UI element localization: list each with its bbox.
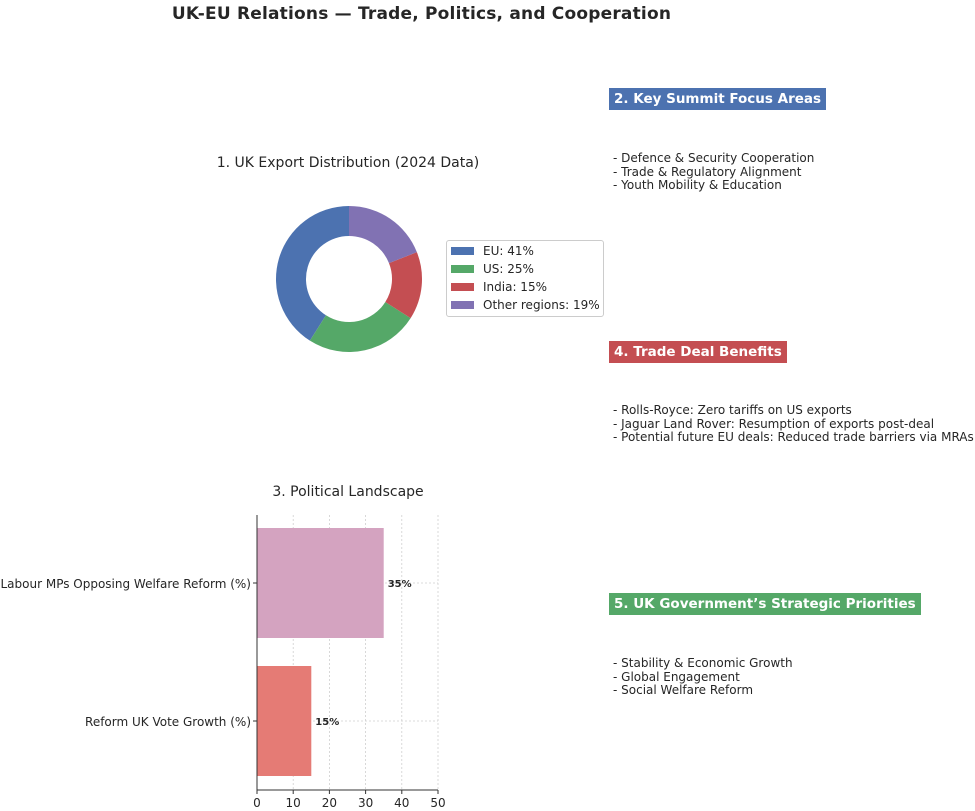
list-item: - Stability & Economic Growth: [613, 656, 793, 670]
list-item: - Jaguar Land Rover: Resumption of expor…: [613, 416, 935, 431]
summit-list: - Defence & Security Cooperation - Trade…: [613, 151, 815, 193]
donut-chart-title: 1. UK Export Distribution (2024 Data): [216, 155, 480, 171]
page-title: UK-EU Relations — Trade, Politics, and C…: [171, 4, 672, 24]
legend-label-eu: EU: 41%: [483, 244, 534, 258]
list-item: - Social Welfare Reform: [613, 683, 754, 698]
x-tick-label: 0: [253, 796, 261, 810]
x-tick-label: 40: [394, 796, 409, 810]
donut-slice-india: [385, 252, 422, 319]
legend-item-us: US: 25%: [451, 261, 534, 277]
x-tick-label: 50: [430, 796, 445, 810]
y-category-label: Reform UK Vote Growth (%): [85, 715, 251, 729]
list-item: - Potential future EU deals: Reduced tra…: [613, 430, 974, 445]
legend-swatch-india: [451, 283, 474, 291]
legend-label-india: India: 15%: [483, 280, 547, 294]
list-item: - Trade & Regulatory Alignment: [613, 164, 802, 179]
x-tick-label: 30: [358, 796, 373, 810]
priorities-header: 5. UK Government’s Strategic Priorities: [609, 593, 921, 615]
list-item: - Global Engagement: [613, 669, 740, 684]
legend-label-us: US: 25%: [483, 262, 534, 276]
donut-legend: EU: 41% US: 25% India: 15% Other regions…: [446, 240, 604, 317]
list-item: - Youth Mobility & Education: [613, 178, 782, 193]
bar: [257, 528, 384, 638]
donut-slice-us: [309, 302, 411, 352]
bar: [257, 666, 312, 776]
legend-item-india: India: 15%: [451, 279, 547, 295]
bar-data-label: 15%: [315, 717, 339, 728]
legend-swatch-other: [451, 301, 474, 309]
donut-slice-other: [349, 206, 417, 264]
trade-list: - Rolls-Royce: Zero tariffs on US export…: [613, 403, 974, 445]
legend-swatch-us: [451, 265, 474, 273]
bar-data-label: 35%: [388, 579, 412, 590]
legend-swatch-eu: [451, 247, 474, 255]
legend-label-other: Other regions: 19%: [483, 298, 600, 312]
donut-slice-eu: [276, 206, 349, 341]
political-bar-chart: 0 10 20 30 40 50 35% Labour MPs Opposing Welfar…: [0, 515, 446, 810]
x-tick-label: 20: [322, 796, 337, 810]
bar-chart-title: 3. Political Landscape: [272, 484, 424, 500]
list-item: - Defence & Security Cooperation: [613, 151, 815, 165]
legend-item-other: Other regions: 19%: [451, 297, 600, 313]
legend-item-eu: EU: 41%: [451, 243, 534, 259]
trade-header: 4. Trade Deal Benefits: [609, 341, 787, 363]
summit-header: 2. Key Summit Focus Areas: [609, 88, 827, 110]
list-item: - Rolls-Royce: Zero tariffs on US export…: [613, 403, 852, 417]
export-donut-chart: [276, 206, 422, 352]
y-category-label: Labour MPs Opposing Welfare Reform (%): [0, 577, 251, 591]
priorities-list: - Stability & Economic Growth - Global E…: [613, 656, 793, 698]
x-tick-label: 10: [286, 796, 301, 810]
